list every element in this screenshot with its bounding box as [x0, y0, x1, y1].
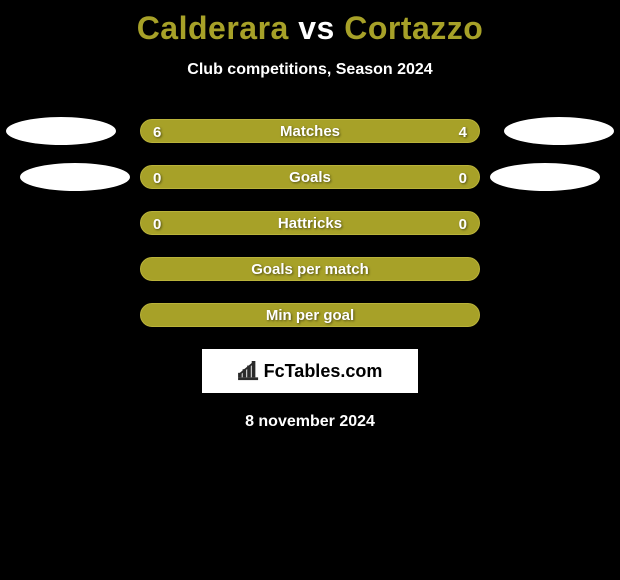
- stat-bar: Min per goal: [140, 303, 480, 327]
- title-player2: Cortazzo: [344, 10, 483, 46]
- stat-bar: 6 Matches 4: [140, 119, 480, 143]
- title-vs: vs: [298, 10, 335, 46]
- barchart-icon: [238, 361, 260, 381]
- stat-row: 0 Hattricks 0: [0, 211, 620, 235]
- stat-right-value: 0: [459, 216, 467, 233]
- stat-row: 0 Goals 0: [0, 165, 620, 189]
- stat-right-value: 4: [459, 124, 467, 141]
- stat-row: 6 Matches 4: [0, 119, 620, 143]
- right-marker: [490, 163, 600, 191]
- stats-rows: 6 Matches 4 0 Goals 0 0 Hattricks 0 Goals per mat…: [0, 119, 620, 327]
- stat-label: Min per goal: [266, 307, 354, 324]
- date: 8 november 2024: [0, 413, 620, 431]
- stat-bar: 0 Goals 0: [140, 165, 480, 189]
- right-marker: [504, 117, 614, 145]
- subtitle: Club competitions, Season 2024: [0, 61, 620, 79]
- logo-text: FcTables.com: [264, 361, 383, 382]
- stat-label: Goals: [289, 169, 331, 186]
- stat-label: Goals per match: [251, 261, 369, 278]
- stat-left-value: 0: [153, 170, 161, 187]
- stat-label: Hattricks: [278, 215, 342, 232]
- stat-row: Min per goal: [0, 303, 620, 327]
- stat-row: Goals per match: [0, 257, 620, 281]
- stat-left-value: 0: [153, 216, 161, 233]
- page-title: Calderara vs Cortazzo: [0, 0, 620, 47]
- left-marker: [6, 117, 116, 145]
- stat-label: Matches: [280, 123, 340, 140]
- stat-right-value: 0: [459, 170, 467, 187]
- logo-box: FcTables.com: [202, 349, 418, 393]
- stat-bar: 0 Hattricks 0: [140, 211, 480, 235]
- title-player1: Calderara: [137, 10, 289, 46]
- left-marker: [20, 163, 130, 191]
- stat-bar: Goals per match: [140, 257, 480, 281]
- stat-left-value: 6: [153, 124, 161, 141]
